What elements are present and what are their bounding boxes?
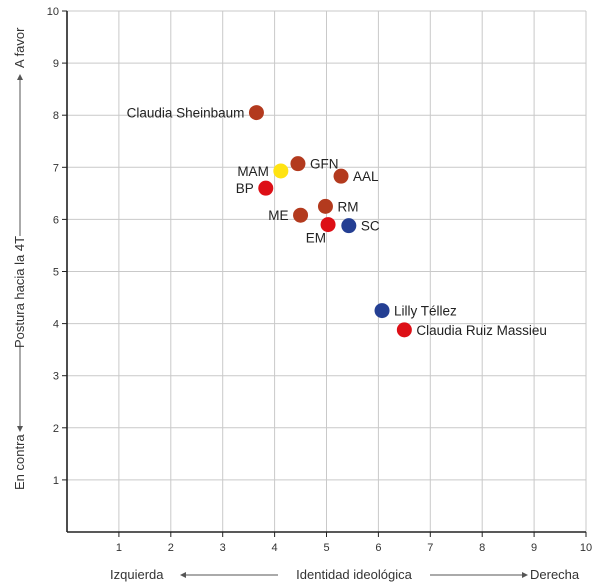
x-axis-title: Identidad ideológica [296, 567, 412, 582]
point-label: RM [337, 199, 358, 214]
x-tick-label: 7 [427, 542, 433, 554]
point-marker [293, 207, 309, 223]
y-tick-label: 5 [53, 267, 59, 279]
y-axis-top-label: A favor [12, 27, 27, 68]
point-marker [317, 198, 333, 214]
y-tick-label: 10 [47, 6, 59, 18]
point-label: ME [268, 208, 288, 223]
x-tick-label: 4 [272, 542, 278, 554]
y-axis-down-arrowhead [17, 426, 23, 432]
y-tick-label: 4 [53, 319, 59, 331]
y-axis-title-group: En contra Postura hacia la 4T A favor [12, 27, 27, 490]
point-marker [374, 303, 390, 319]
y-axis-bottom-label: En contra [12, 434, 27, 490]
x-axis-right-arrowhead [522, 572, 528, 578]
x-axis-left-arrowhead [180, 572, 186, 578]
point-marker [333, 168, 349, 184]
point-marker [290, 156, 306, 172]
y-tick-label: 9 [53, 58, 59, 70]
y-tick-label: 2 [53, 423, 59, 435]
point-label: Lilly Téllez [394, 304, 457, 319]
point-label: GFN [310, 157, 339, 172]
point-label: Claudia Ruiz Massieu [416, 323, 547, 338]
point-label: EM [306, 231, 326, 246]
point-label: Claudia Sheinbaum [127, 106, 245, 121]
point-marker [341, 218, 357, 234]
y-axis-up-arrowhead [17, 74, 23, 80]
x-axis-right-label: Derecha [530, 567, 580, 582]
point-marker [396, 322, 412, 338]
axes: 1 2 3 4 5 6 7 8 9 10 1 2 3 4 5 6 7 8 9 10 [47, 6, 592, 554]
x-tick-label: 5 [323, 542, 329, 554]
y-tick-label: 1 [53, 475, 59, 487]
data-points: Claudia Sheinbaum GFN MAM AAL BP RM ME EM SC Lill… [127, 105, 547, 338]
y-tick-label: 3 [53, 371, 59, 383]
point-label: SC [361, 219, 380, 234]
y-tick-label: 8 [53, 110, 59, 122]
point-label: AAL [353, 169, 379, 184]
y-tick-label: 6 [53, 214, 59, 226]
point-marker [320, 217, 336, 233]
point-label: BP [236, 181, 254, 196]
y-axis-title: Postura hacia la 4T [12, 236, 27, 348]
x-tick-label: 9 [531, 542, 537, 554]
point-marker [258, 180, 274, 196]
y-tick-label: 7 [53, 162, 59, 174]
x-tick-label: 6 [375, 542, 381, 554]
x-tick-label: 3 [220, 542, 226, 554]
point-marker [248, 105, 264, 121]
grid [67, 10, 587, 532]
x-axis-left-label: Izquierda [110, 567, 164, 582]
point-marker [273, 163, 289, 179]
x-tick-label: 10 [580, 542, 592, 554]
x-tick-label: 8 [479, 542, 485, 554]
point-label: MAM [237, 164, 269, 179]
x-tick-label: 1 [116, 542, 122, 554]
x-tick-label: 2 [168, 542, 174, 554]
